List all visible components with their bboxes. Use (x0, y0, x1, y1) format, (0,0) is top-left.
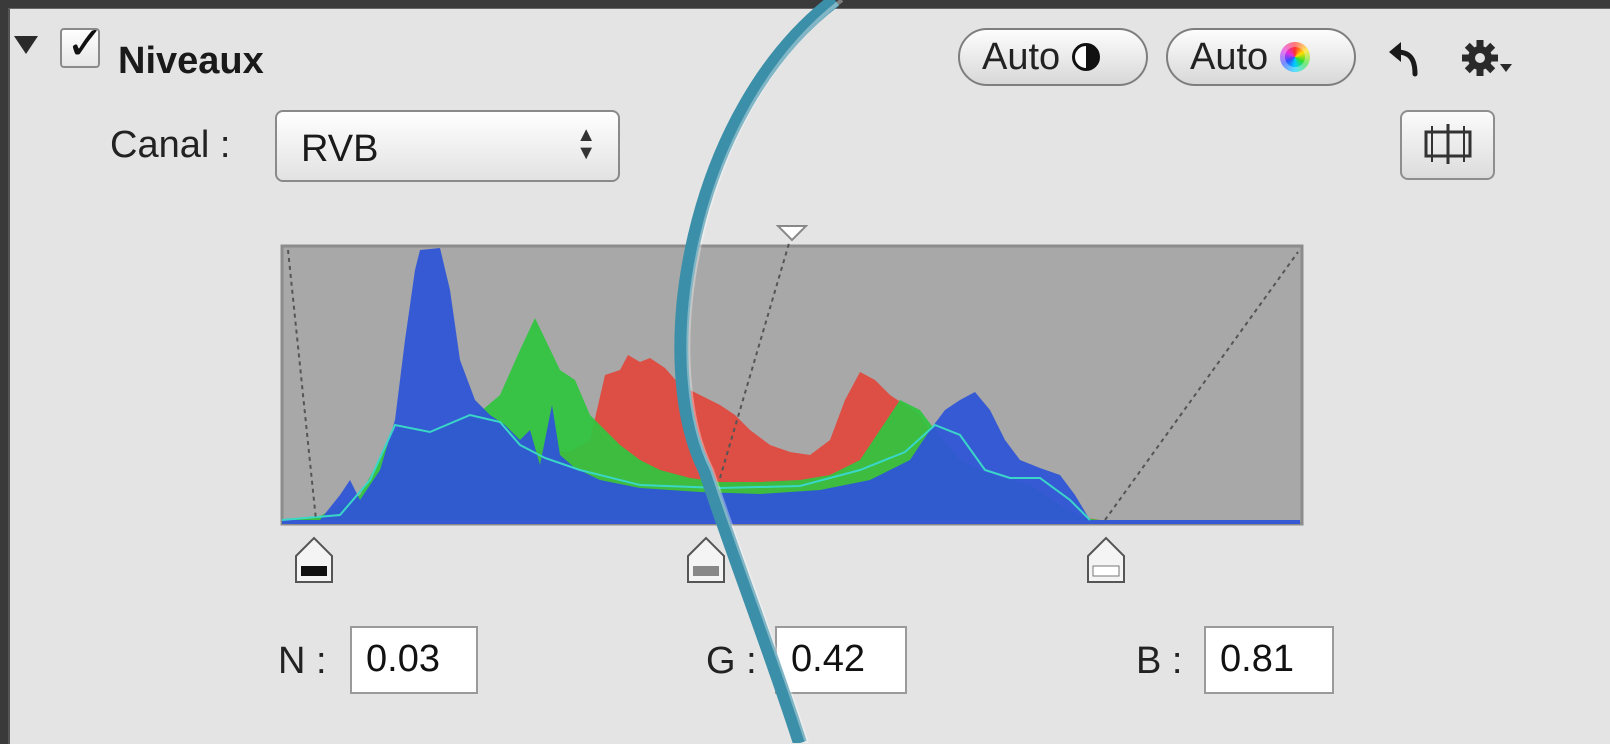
compare-button[interactable] (1400, 110, 1495, 180)
enable-checkbox[interactable]: ✓ (60, 20, 105, 68)
disclosure-triangle-icon[interactable] (14, 36, 38, 54)
white-point-slider[interactable] (1087, 536, 1125, 583)
gray-point-label: G : (706, 640, 757, 682)
chevron-down-icon (1500, 64, 1512, 72)
black-point-label: N : (278, 640, 327, 682)
auto-color-button[interactable]: Auto (1166, 28, 1356, 86)
color-wheel-icon (1280, 42, 1311, 72)
checkmark-icon: ✓ (66, 16, 105, 70)
channel-select[interactable]: RVB ▲ ▼ (275, 110, 620, 182)
histogram-blue-channel (282, 248, 1300, 524)
channel-select-value: RVB (301, 128, 379, 170)
white-point-field[interactable]: 0.81 (1204, 626, 1334, 694)
white-point-guide (1104, 251, 1299, 521)
gamma-top-marker[interactable] (775, 225, 809, 242)
black-point-field[interactable]: 0.03 (350, 626, 478, 694)
white-point-label: B : (1136, 640, 1183, 682)
compare-icon (1424, 124, 1472, 164)
undo-icon[interactable] (1385, 36, 1425, 80)
auto-contrast-label: Auto (982, 35, 1061, 78)
gray-point-field[interactable]: 0.42 (775, 626, 907, 694)
gear-icon[interactable] (1460, 38, 1520, 82)
auto-color-label: Auto (1190, 35, 1269, 78)
black-point-guide (287, 249, 317, 521)
black-point-slider[interactable] (295, 536, 333, 583)
auto-contrast-button[interactable]: Auto (958, 28, 1148, 86)
channel-label: Canal : (110, 124, 231, 166)
gray-point-slider[interactable] (687, 536, 725, 583)
section-title: Niveaux (118, 40, 264, 82)
contrast-icon (1072, 43, 1101, 71)
select-arrows-icon: ▲ ▼ (576, 124, 596, 164)
histogram-area (280, 225, 1304, 583)
